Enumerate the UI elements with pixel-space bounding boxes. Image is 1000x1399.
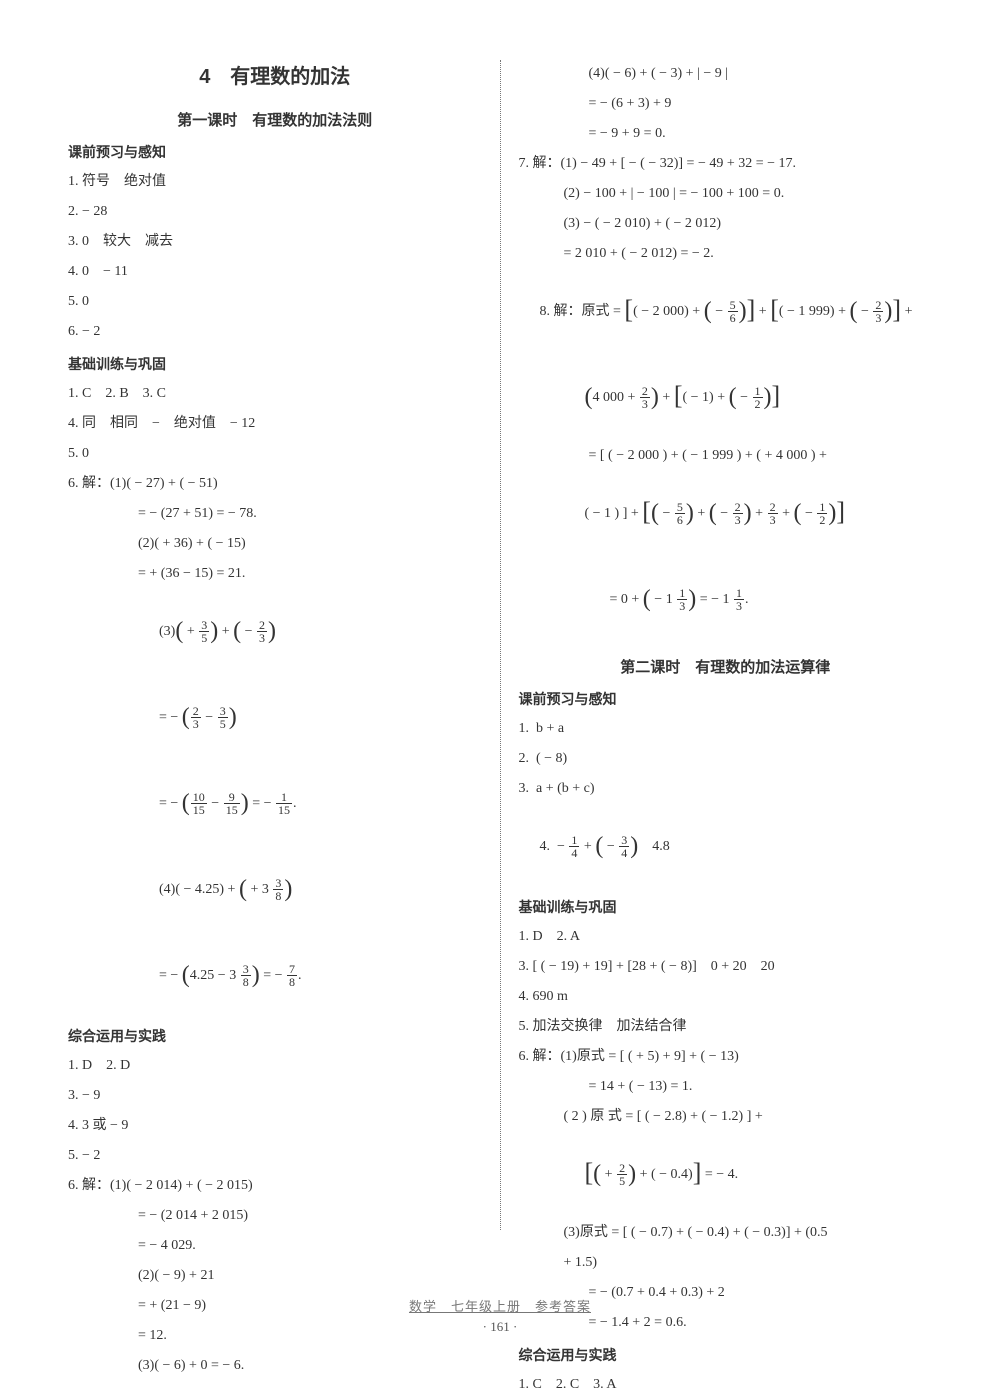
step: + 1.5) [519,1249,933,1277]
item: 6. 解：(1)( − 2 014) + ( − 2 015) [68,1172,482,1200]
item: 2. ( − 8) [519,745,933,773]
item: 4. 3 或 − 9 [68,1112,482,1140]
item: 4. 同 相同 − 绝对值 − 12 [68,410,482,438]
step: (2)( + 36) + ( − 15) [68,530,482,558]
item: 4. − 14 + ( − 34) 4.8 [519,805,933,889]
step: = − (6 + 3) + 9 [519,90,933,118]
section-preview2: 课前预习与感知 [519,689,933,709]
item: 7. 解：(1) − 49 + [ − ( − 32)] = − 49 + 32… [519,150,933,178]
section-basic: 基础训练与巩固 [68,354,482,374]
step: (3)( − 6) + 0 = − 6. [68,1352,482,1380]
item: 3. a + (b + c) [519,775,933,803]
item: 1. b + a [519,715,933,743]
step: = 14 + ( − 13) = 1. [519,1073,933,1101]
step: = − (27 + 51) = − 78. [68,500,482,528]
item: 5. 0 [68,288,482,316]
step: [( + 25) + ( − 0.4)] = − 4. [519,1133,933,1217]
step: (3)( + 35) + ( − 23) [68,590,482,674]
item: 6. 解：(1)原式 = [ ( + 5) + 9] + ( − 13) [519,1043,933,1071]
step: = − (4.25 − 3 38) = − 78. [68,934,482,1018]
page-footer: 数学 七年级上册 参考答案 · 161 · [0,1296,1000,1335]
section-basic2: 基础训练与巩固 [519,897,933,917]
item: 6. 解：(1)( − 27) + ( − 51) [68,470,482,498]
right-column: (4)( − 6) + ( − 3) + | − 9 | = − (6 + 3)… [501,60,951,1230]
item: 1. 符号 绝对值 [68,168,482,196]
item: 4. 690 m [519,983,933,1011]
section-apply: 综合运用与实践 [68,1026,482,1046]
item: 5. − 2 [68,1142,482,1170]
item: 4. 0 − 11 [68,258,482,286]
item: 5. 0 [68,440,482,468]
item: 3. [ ( − 19) + 19] + [28 + ( − 8)] 0 + 2… [519,953,933,981]
step: = − 4 029. [68,1232,482,1260]
item: 3. − 9 [68,1082,482,1110]
page-content: 4 有理数的加法 第一课时 有理数的加法法则 课前预习与感知 1. 符号 绝对值… [0,0,1000,1260]
left-column: 4 有理数的加法 第一课时 有理数的加法法则 课前预习与感知 1. 符号 绝对值… [50,60,501,1230]
step: = + (36 − 15) = 21. [68,560,482,588]
step: = − (2 014 + 2 015) [68,1202,482,1230]
step: = − (1015 − 915) = − 115. [68,762,482,846]
chapter-title: 4 有理数的加法 [68,60,482,89]
item: 6. − 2 [68,318,482,346]
section-apply2: 综合运用与实践 [519,1345,933,1365]
item: 1. C 2. C 3. A [519,1371,933,1399]
item: 1. D 2. D [68,1052,482,1080]
section-preview: 课前预习与感知 [68,142,482,162]
step: (4 000 + 23) + [( − 1) + ( − 12)] [519,356,933,440]
item: 3. 0 较大 减去 [68,228,482,256]
item: 1. D 2. A [519,923,933,951]
item: 1. C 2. B 3. C [68,380,482,408]
step: (2)( − 9) + 21 [68,1262,482,1290]
item: 8. 解：原式 = [( − 2 000) + ( − 56)] + [( − … [519,270,933,354]
footer-page-number: · 161 · [0,1319,1000,1335]
item: 5. 加法交换律 加法结合律 [519,1013,933,1041]
step: ( − 1 ) ] + [( − 56) + ( − 23) + 23 + ( … [519,472,933,556]
step: (3) − ( − 2 010) + ( − 2 012) [519,210,933,238]
footer-book: 数学 七年级上册 参考答案 [409,1299,591,1314]
step: ( 2 ) 原 式 = [ ( − 2.8) + ( − 1.2) ] + [519,1103,933,1131]
item: 2. − 28 [68,198,482,226]
step: (3)原式 = [ ( − 0.7) + ( − 0.4) + ( − 0.3)… [519,1219,933,1247]
step: (4)( − 4.25) + ( + 3 38) [68,848,482,932]
step: = 0 + ( − 1 13) = − 1 13. [519,558,933,642]
step: (4)( − 6) + ( − 3) + | − 9 | [519,60,933,88]
step: = − (23 − 35) [68,676,482,760]
lesson2-title: 第二课时 有理数的加法运算律 [519,656,933,677]
step: = 2 010 + ( − 2 012) = − 2. [519,240,933,268]
step: = − 9 + 9 = 0. [519,120,933,148]
lesson1-title: 第一课时 有理数的加法法则 [68,109,482,130]
step: = [ ( − 2 000 ) + ( − 1 999 ) + ( + 4 00… [519,442,933,470]
step: (2) − 100 + | − 100 | = − 100 + 100 = 0. [519,180,933,208]
